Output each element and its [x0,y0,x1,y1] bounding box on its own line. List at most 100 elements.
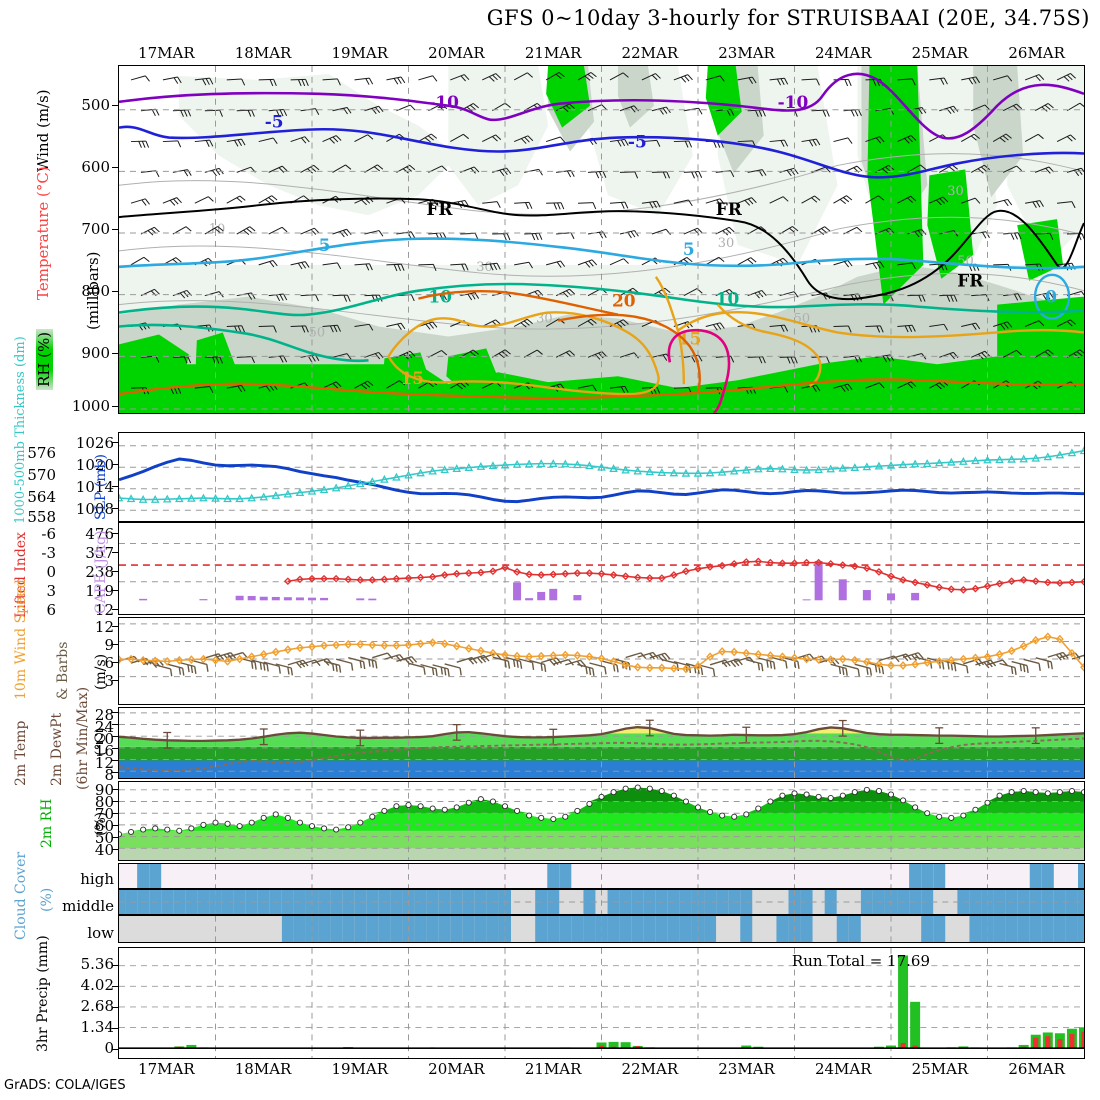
date-tick-25mar: 25MAR [911,1060,969,1078]
cloud-cover-middle-panel[interactable] [118,889,1085,915]
date-tick-26mar: 26MAR [1008,1060,1065,1078]
p3-cape-12: 12 [94,601,114,619]
grid [119,890,1084,914]
wind-svg [119,618,1084,704]
isotherm-15-closed [387,311,660,396]
caption-barb-units: (m/s) [93,653,109,690]
wind-10m-panel[interactable] [118,617,1085,705]
rh-svg [119,782,1084,860]
isotherm-label-5: 5 [319,235,331,255]
cloud-middle-svg [119,890,1084,914]
p4-ytick-12: 12 [94,618,114,636]
p2-slp-1020: 1020 [75,456,114,474]
p1-ytick-800: 800 [81,282,110,300]
isotherm-10c [119,323,369,363]
date-tick-23mar: 23MAR [718,44,775,62]
p6-ytick-60: 60 [94,817,114,835]
rh-2m-panel[interactable] [118,781,1085,861]
date-tick-18mar: 18MAR [234,44,292,62]
p3-cape-476: 476 [85,525,114,543]
temp-svg [119,708,1084,778]
isotherm-label-minus5: -5 [265,112,284,132]
wind-speed-markers [119,632,1084,674]
caption-millibars: (millibars) [84,251,102,330]
precip-total-bars [174,955,1084,1049]
isotherm-label-fr-2: FR [716,199,743,219]
isotherm-freezing [119,197,1084,301]
caption-thickness: 1000-500mb Thickness (dm) [13,336,28,524]
caption-precip3hr: 3hr Precip (mm) [35,935,51,1052]
date-tick-20mar: 20MAR [428,1060,485,1078]
p3-cape-357: 357 [85,544,114,562]
cloud-cover-high-panel[interactable] [118,863,1085,889]
precip-panel[interactable] [118,947,1085,1059]
rh-label-50: 50 [309,325,325,340]
caption-temperature: Temperature (°C) [34,166,52,300]
upper-air-cross-section-panel[interactable]: 10 30 50 30 30 30 50 50 -10 -10 -5 -5 FR… [118,65,1085,414]
p3-li-6: 6 [46,601,56,619]
isotherm-5 [119,237,1084,270]
lifted-index-cape-panel[interactable] [118,522,1085,615]
p6-ytick-50: 50 [94,829,114,847]
cloud-high-bars [137,864,1084,888]
p8-ytick-536: 5.36 [80,955,114,973]
p2-thk-558: 558 [27,508,56,526]
p2-slp-1026: 1026 [75,434,114,452]
isotherm-label-0-right: 0 [1045,287,1057,307]
band-blue [119,760,1084,778]
isotherm-20c [418,290,619,316]
temp-dewpoint-panel[interactable] [118,707,1085,779]
date-tick-19mar: 19MAR [331,1060,389,1078]
grid [119,523,1084,614]
p1-ytick-1000: 1000 [71,397,110,415]
date-tick-21mar: 21MAR [524,44,582,62]
p5-ytick-20: 20 [94,730,114,748]
li-cape-svg [119,523,1084,614]
isotherm-15c [654,276,686,385]
p8-ytick-0: 0 [104,1039,114,1057]
caption-cloud-cover: Cloud Cover [13,851,29,940]
isotherm-label-10: 10 [428,287,452,307]
rh-label-50c: 50 [957,254,973,269]
caption-temp2m: 2m Temp [13,720,29,786]
cape-bars [139,560,920,601]
cloud-cover-low-panel[interactable] [118,915,1085,943]
date-tick-20mar: 20MAR [428,44,485,62]
p3-li-m3: -3 [41,544,56,562]
p2-thk-564: 564 [27,488,56,506]
p3-cape-238: 238 [85,563,114,581]
date-axis-bottom: 17MAR 18MAR 19MAR 20MAR 21MAR 22MAR 23MAR 24MAR… [118,1060,1085,1078]
date-tick-24mar: 24MAR [814,44,872,62]
dewpoint-line [119,737,1084,772]
rh-label-30d: 30 [947,184,963,199]
date-tick-21mar: 21MAR [524,1060,582,1078]
isotherm-minus10 [119,72,1084,140]
isotherm-label-minus5b: -5 [628,132,647,152]
p3-li-0: 0 [46,563,56,581]
caption-temp-units: (°C) [93,727,109,756]
cloud-label-middle: middle [62,897,114,915]
page-title: GFS 0~10day 3-hourly for STRUISBAAI (20E… [486,6,1090,30]
p5-ytick-24: 24 [94,718,114,736]
caption-dewpt2m: 2m DewPt [49,712,65,786]
rh-label-10: 10 [209,222,225,237]
slp-thickness-panel[interactable] [118,432,1085,522]
isotherm-label-minus10b: -10 [778,92,809,112]
isotherm-10 [119,282,1084,317]
p6-ytick-40: 40 [94,841,114,859]
isotherm-minus5 [119,125,1084,179]
thickness-line [119,449,1084,501]
caption-wind-ms: Wind (m/s) [34,89,52,172]
p4-ytick-9: 9 [104,636,114,654]
isotherm-20b [557,313,701,395]
date-tick-18mar: 18MAR [234,1060,292,1078]
lifted-index-markers [283,557,1084,594]
caption-cape: CAPE (J/kg) [93,530,109,614]
date-tick-22mar: 22MAR [621,44,679,62]
date-axis-top: 17MAR 18MAR 19MAR 20MAR 21MAR 22MAR 23MAR 24MAR… [118,44,1085,62]
cloud-label-low: low [87,924,114,942]
thickness-markers [119,446,1084,503]
rh-label-30c: 30 [718,236,734,251]
rh-label-30: 30 [476,260,492,275]
precip-svg [119,948,1084,1058]
